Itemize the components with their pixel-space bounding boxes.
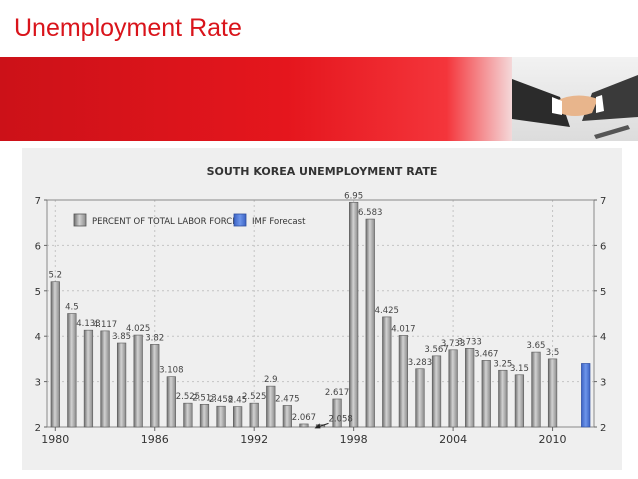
data-label: 2.45 [228, 396, 247, 406]
bar-labor-force [83, 329, 94, 428]
legend-swatch-labor-force [73, 213, 87, 227]
bar-labor-force [166, 376, 176, 428]
legend-label-labor-force: PERCENT OF TOTAL LABOR FORCE [92, 217, 238, 227]
bar-labor-force [547, 358, 558, 428]
bar-labor-force [233, 406, 243, 428]
data-label: 5.2 [49, 271, 63, 281]
data-label: 6.95 [344, 191, 363, 201]
data-label: 2.617 [325, 388, 349, 398]
data-label: 4.025 [126, 324, 150, 334]
bar-labor-force [332, 398, 342, 428]
bar-labor-force [50, 281, 60, 428]
bar-labor-force [431, 355, 442, 428]
data-label: 2.458 [209, 395, 233, 405]
data-label: 3.25 [493, 359, 512, 369]
bar-labor-force [199, 403, 210, 428]
bar-labor-force [349, 201, 359, 428]
bar-labor-force [216, 405, 226, 428]
bar-labor-force [481, 360, 491, 428]
handshake-photo [512, 57, 638, 141]
chart-panel: SOUTH KOREA UNEMPLOYMENT RATE 5.2 4.5 4.13… [22, 148, 622, 470]
bar-labor-force [448, 349, 458, 428]
bar-labor-force [150, 344, 160, 428]
data-label: 3.567 [424, 345, 448, 355]
bar-labor-force [183, 402, 193, 428]
data-label: 2.9 [264, 375, 278, 385]
data-label: 3.65 [527, 341, 546, 351]
data-label: 4.425 [375, 306, 399, 316]
unemployment-chart: SOUTH KOREA UNEMPLOYMENT RATE 5.2 4.5 4.13… [35, 165, 607, 446]
x-tick-label: 1986 [141, 433, 169, 446]
bar-labor-force [266, 385, 276, 428]
y-tick-label-left: 3 [35, 378, 41, 389]
bar-labor-force [465, 348, 475, 428]
y-tick-label-right: 7 [600, 196, 606, 207]
data-label: 3.85 [112, 332, 131, 342]
data-label: 6.583 [358, 208, 382, 218]
data-label: 3.467 [474, 349, 498, 359]
y-tick-label-right: 5 [600, 287, 606, 298]
x-tick-label: 2010 [539, 433, 567, 446]
y-tick-label-left: 7 [35, 196, 41, 207]
data-label: 4.017 [391, 324, 415, 334]
y-tick-label-left: 2 [35, 423, 41, 434]
x-tick-label: 2004 [439, 433, 467, 446]
bar-labor-force [116, 342, 127, 428]
x-tick-label: 1998 [340, 433, 368, 446]
annotation-label: 2.058 [329, 414, 353, 424]
y-tick-label-left: 5 [35, 287, 41, 298]
data-label: 3.82 [145, 333, 164, 343]
y-tick-label-right: 2 [600, 423, 606, 434]
bar-labor-force [100, 330, 110, 428]
annotation-arrowhead [314, 423, 321, 429]
data-label: 2.513 [192, 393, 216, 403]
bar-labor-force [282, 405, 292, 428]
data-label: 4.5 [65, 303, 79, 313]
bar-imf-forecast [581, 363, 591, 428]
bar-labor-force [415, 368, 425, 428]
legend-label-imf-forecast: IMF Forecast [252, 217, 306, 227]
data-label: 4.133 [76, 319, 100, 329]
y-tick-label-left: 6 [35, 241, 41, 252]
bar-labor-force [365, 218, 375, 428]
bar-labor-force [67, 313, 77, 428]
bar-labor-force [249, 402, 259, 428]
x-tick-label: 1980 [41, 433, 69, 446]
x-tick-label: 1992 [240, 433, 268, 446]
slide-title: Unemployment Rate [14, 14, 242, 42]
y-tick-label-right: 4 [600, 332, 606, 343]
bar-labor-force [398, 335, 408, 428]
title-banner [0, 57, 638, 141]
legend-swatch-imf-forecast [233, 213, 247, 227]
data-label: 3.108 [159, 366, 183, 376]
bar-labor-force [531, 351, 541, 428]
y-tick-label-right: 6 [600, 241, 606, 252]
data-label: 2.525 [176, 392, 200, 402]
bar-labor-force [133, 334, 143, 428]
plot-frame [46, 199, 595, 428]
data-label: 3.733 [441, 339, 465, 349]
chart-title: SOUTH KOREA UNEMPLOYMENT RATE [207, 165, 438, 178]
y-tick-label-right: 3 [600, 378, 606, 389]
data-label: 2.067 [292, 413, 316, 423]
data-label: 2.475 [275, 394, 299, 404]
bar-labor-force [514, 374, 525, 428]
data-label: 3.733 [458, 337, 482, 347]
bar-labor-force [299, 423, 309, 428]
data-label: 4.117 [93, 320, 117, 330]
y-tick-label-left: 4 [35, 332, 41, 343]
data-label: 3.15 [510, 364, 529, 374]
data-label: 3.283 [408, 358, 432, 368]
bar-labor-force [382, 316, 392, 428]
data-label: 3.5 [546, 348, 560, 358]
bar-labor-force [498, 369, 508, 428]
data-label: 2.525 [242, 392, 266, 402]
